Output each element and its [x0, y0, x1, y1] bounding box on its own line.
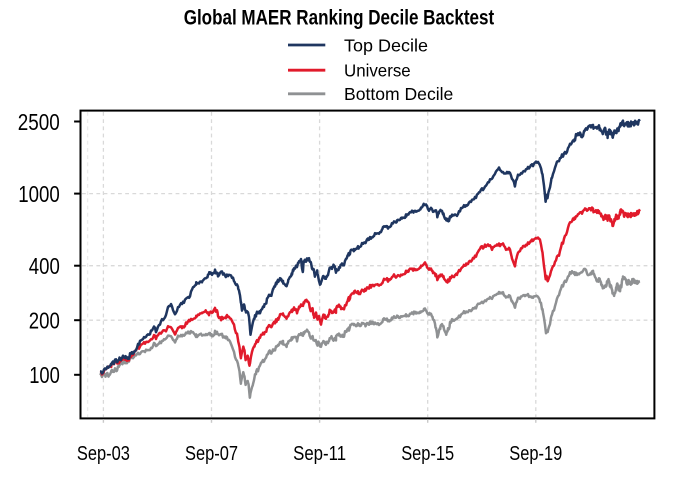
- svg-text:400: 400: [29, 253, 60, 279]
- svg-text:Global MAER Ranking Decile Bac: Global MAER Ranking Decile Backtest: [184, 6, 495, 29]
- svg-text:Sep-15: Sep-15: [401, 443, 454, 465]
- svg-text:1000: 1000: [18, 181, 60, 207]
- svg-text:Sep-11: Sep-11: [293, 443, 346, 465]
- svg-text:Sep-07: Sep-07: [185, 443, 238, 465]
- svg-text:2500: 2500: [18, 109, 60, 135]
- svg-text:Universe: Universe: [344, 61, 411, 81]
- svg-text:Top Decile: Top Decile: [344, 36, 428, 56]
- svg-text:Sep-03: Sep-03: [77, 443, 130, 465]
- svg-text:100: 100: [29, 362, 60, 388]
- svg-text:Sep-19: Sep-19: [509, 443, 562, 465]
- svg-text:Bottom Decile: Bottom Decile: [344, 84, 453, 104]
- svg-text:200: 200: [29, 308, 60, 334]
